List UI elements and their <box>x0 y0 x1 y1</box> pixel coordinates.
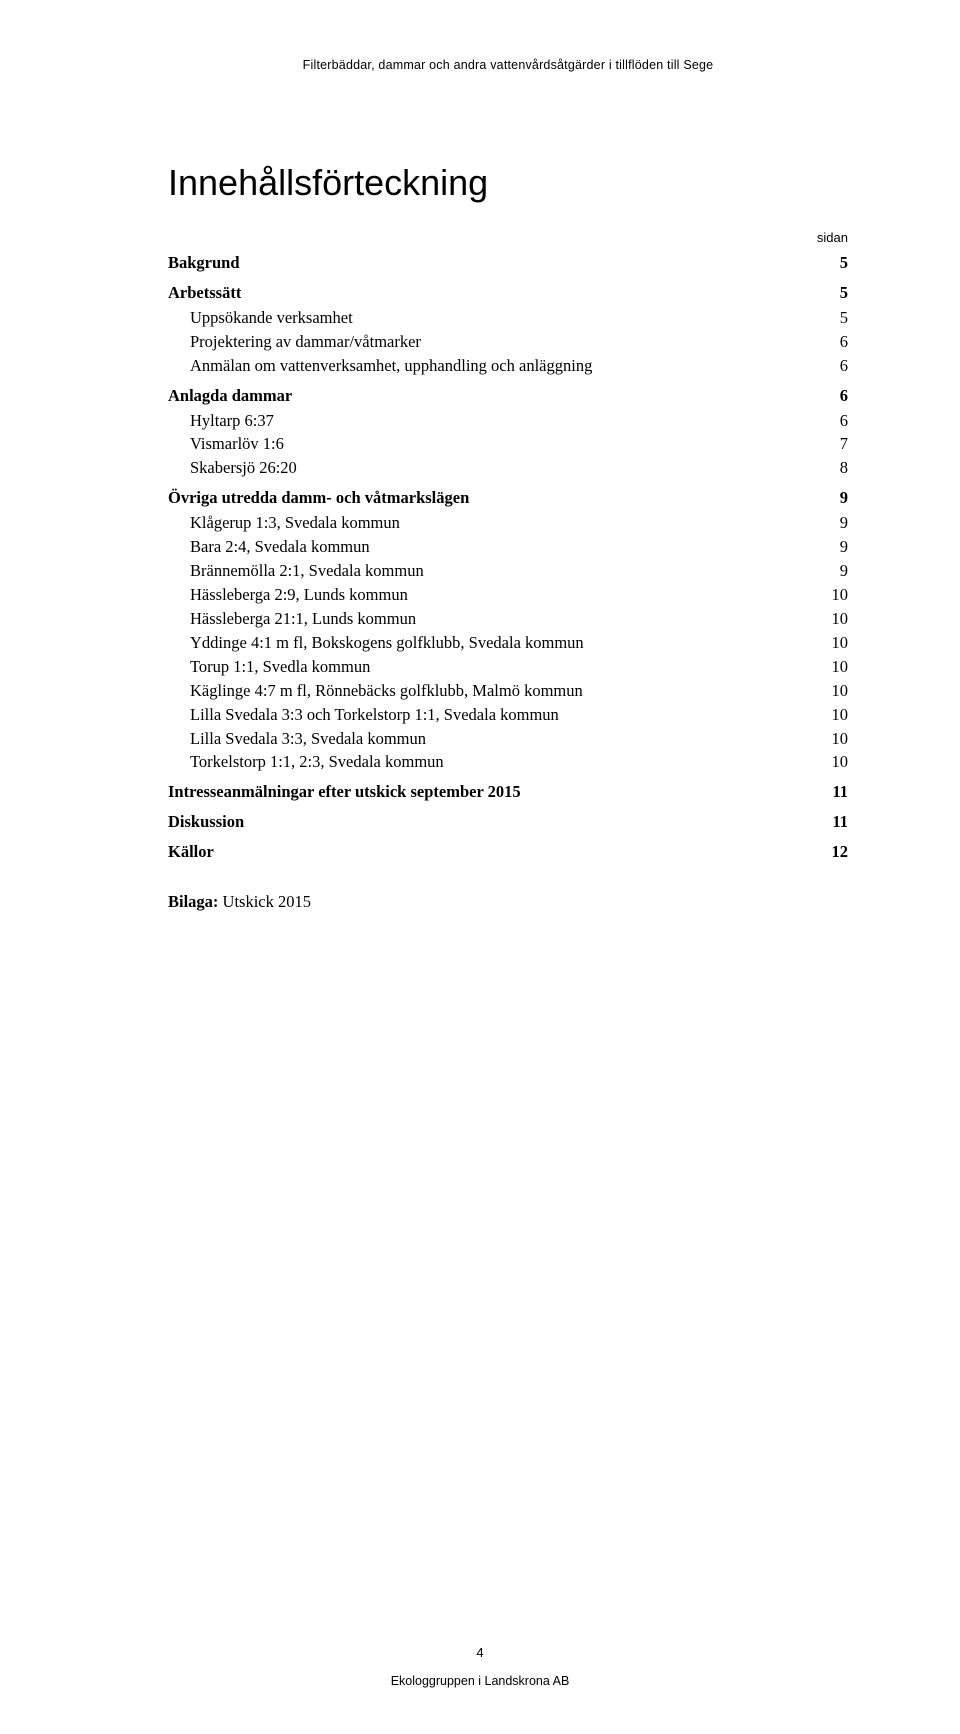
toc-entry-page: 10 <box>830 679 849 703</box>
toc-entry-page: 11 <box>830 810 848 834</box>
toc-entry-page: 9 <box>838 559 848 583</box>
toc-row: Arbetssätt 5 <box>168 281 848 305</box>
toc-entry-page: 10 <box>830 750 849 774</box>
toc-row: Klågerup 1:3, Svedala kommun 9 <box>168 511 848 535</box>
toc-entry-label: Hässleberga 2:9, Lunds kommun <box>190 583 408 607</box>
toc-entry-label: Anlagda dammar <box>168 384 292 408</box>
toc-row: Skabersjö 26:20 8 <box>168 456 848 480</box>
toc-entry-page: 9 <box>838 486 848 510</box>
sidan-label-row: sidan <box>168 230 848 245</box>
toc-row: Käglinge 4:7 m fl, Rönnebäcks golfklubb,… <box>168 679 848 703</box>
toc-entry-label: Anmälan om vattenverksamhet, upphandling… <box>190 354 592 378</box>
toc-row: Lilla Svedala 3:3 och Torkelstorp 1:1, S… <box>168 703 848 727</box>
toc-entry-page: 5 <box>838 251 848 275</box>
toc-entry-label: Lilla Svedala 3:3 och Torkelstorp 1:1, S… <box>190 703 559 727</box>
attachment-value: Utskick 2015 <box>223 892 311 911</box>
toc-entry-label: Hässleberga 21:1, Lunds kommun <box>190 607 416 631</box>
toc-entry-label: Lilla Svedala 3:3, Svedala kommun <box>190 727 426 751</box>
toc-entry-page: 10 <box>830 727 849 751</box>
page: Filterbäddar, dammar och andra vattenvår… <box>0 0 960 1734</box>
toc-row: Källor 12 <box>168 840 848 864</box>
toc-entry-page: 5 <box>838 306 848 330</box>
toc-entry-label: Övriga utredda damm- och våtmarkslägen <box>168 486 469 510</box>
toc-entry-label: Torkelstorp 1:1, 2:3, Svedala kommun <box>190 750 444 774</box>
toc-entry-page: 7 <box>838 432 848 456</box>
toc-entry-label: Arbetssätt <box>168 281 241 305</box>
toc-entry-page: 9 <box>838 535 848 559</box>
toc-entry-page: 10 <box>830 607 849 631</box>
toc-entry-label: Klågerup 1:3, Svedala kommun <box>190 511 400 535</box>
toc-row: Anlagda dammar 6 <box>168 384 848 408</box>
toc-row: Hyltarp 6:37 6 <box>168 409 848 433</box>
toc-entry-page: 11 <box>830 780 848 804</box>
sidan-label: sidan <box>817 230 848 245</box>
toc-entry-label: Bara 2:4, Svedala kommun <box>190 535 370 559</box>
toc-entry-label: Torup 1:1, Svedla kommun <box>190 655 370 679</box>
toc-row: Intresseanmälningar efter utskick septem… <box>168 780 848 804</box>
toc-row: Brännemölla 2:1, Svedala kommun 9 <box>168 559 848 583</box>
toc-row: Lilla Svedala 3:3, Svedala kommun 10 <box>168 727 848 751</box>
toc-row: Anmälan om vattenverksamhet, upphandling… <box>168 354 848 378</box>
footer: 4 Ekologgruppen i Landskrona AB <box>0 1645 960 1688</box>
attachment-line: Bilaga: Utskick 2015 <box>168 892 848 912</box>
toc-row: Vismarlöv 1:6 7 <box>168 432 848 456</box>
running-header: Filterbäddar, dammar och andra vattenvår… <box>168 58 848 72</box>
toc-entry-page: 5 <box>838 281 848 305</box>
toc-entry-label: Vismarlöv 1:6 <box>190 432 284 456</box>
attachment-label: Bilaga: <box>168 892 218 911</box>
toc-row: Hässleberga 21:1, Lunds kommun 10 <box>168 607 848 631</box>
toc-row: Torkelstorp 1:1, 2:3, Svedala kommun 10 <box>168 750 848 774</box>
toc-entry-label: Projektering av dammar/våtmarker <box>190 330 421 354</box>
toc-row: Torup 1:1, Svedla kommun 10 <box>168 655 848 679</box>
toc-entry-page: 6 <box>838 384 848 408</box>
table-of-contents: Bakgrund 5Arbetssätt 5Uppsökande verksam… <box>168 251 848 864</box>
toc-entry-label: Källor <box>168 840 214 864</box>
toc-row: Hässleberga 2:9, Lunds kommun 10 <box>168 583 848 607</box>
toc-entry-label: Intresseanmälningar efter utskick septem… <box>168 780 521 804</box>
toc-entry-page: 6 <box>838 354 848 378</box>
toc-entry-page: 9 <box>838 511 848 535</box>
toc-row: Yddinge 4:1 m fl, Bokskogens golfklubb, … <box>168 631 848 655</box>
document-title: Innehållsförteckning <box>168 162 848 204</box>
toc-row: Övriga utredda damm- och våtmarkslägen 9 <box>168 486 848 510</box>
toc-entry-label: Bakgrund <box>168 251 240 275</box>
toc-entry-page: 6 <box>838 409 848 433</box>
toc-entry-label: Hyltarp 6:37 <box>190 409 274 433</box>
toc-entry-page: 8 <box>838 456 848 480</box>
toc-row: Uppsökande verksamhet 5 <box>168 306 848 330</box>
toc-entry-page: 10 <box>830 703 849 727</box>
toc-entry-label: Käglinge 4:7 m fl, Rönnebäcks golfklubb,… <box>190 679 583 703</box>
toc-row: Bakgrund 5 <box>168 251 848 275</box>
toc-entry-label: Brännemölla 2:1, Svedala kommun <box>190 559 424 583</box>
toc-row: Projektering av dammar/våtmarker 6 <box>168 330 848 354</box>
toc-entry-label: Yddinge 4:1 m fl, Bokskogens golfklubb, … <box>190 631 584 655</box>
page-number: 4 <box>0 1645 960 1660</box>
toc-row: Diskussion 11 <box>168 810 848 834</box>
toc-entry-page: 12 <box>830 840 849 864</box>
toc-entry-page: 10 <box>830 655 849 679</box>
toc-entry-page: 10 <box>830 631 849 655</box>
toc-entry-page: 6 <box>838 330 848 354</box>
toc-entry-label: Uppsökande verksamhet <box>190 306 353 330</box>
toc-entry-label: Skabersjö 26:20 <box>190 456 297 480</box>
toc-entry-page: 10 <box>830 583 849 607</box>
toc-row: Bara 2:4, Svedala kommun 9 <box>168 535 848 559</box>
footer-organization: Ekologgruppen i Landskrona AB <box>0 1674 960 1688</box>
toc-entry-label: Diskussion <box>168 810 244 834</box>
